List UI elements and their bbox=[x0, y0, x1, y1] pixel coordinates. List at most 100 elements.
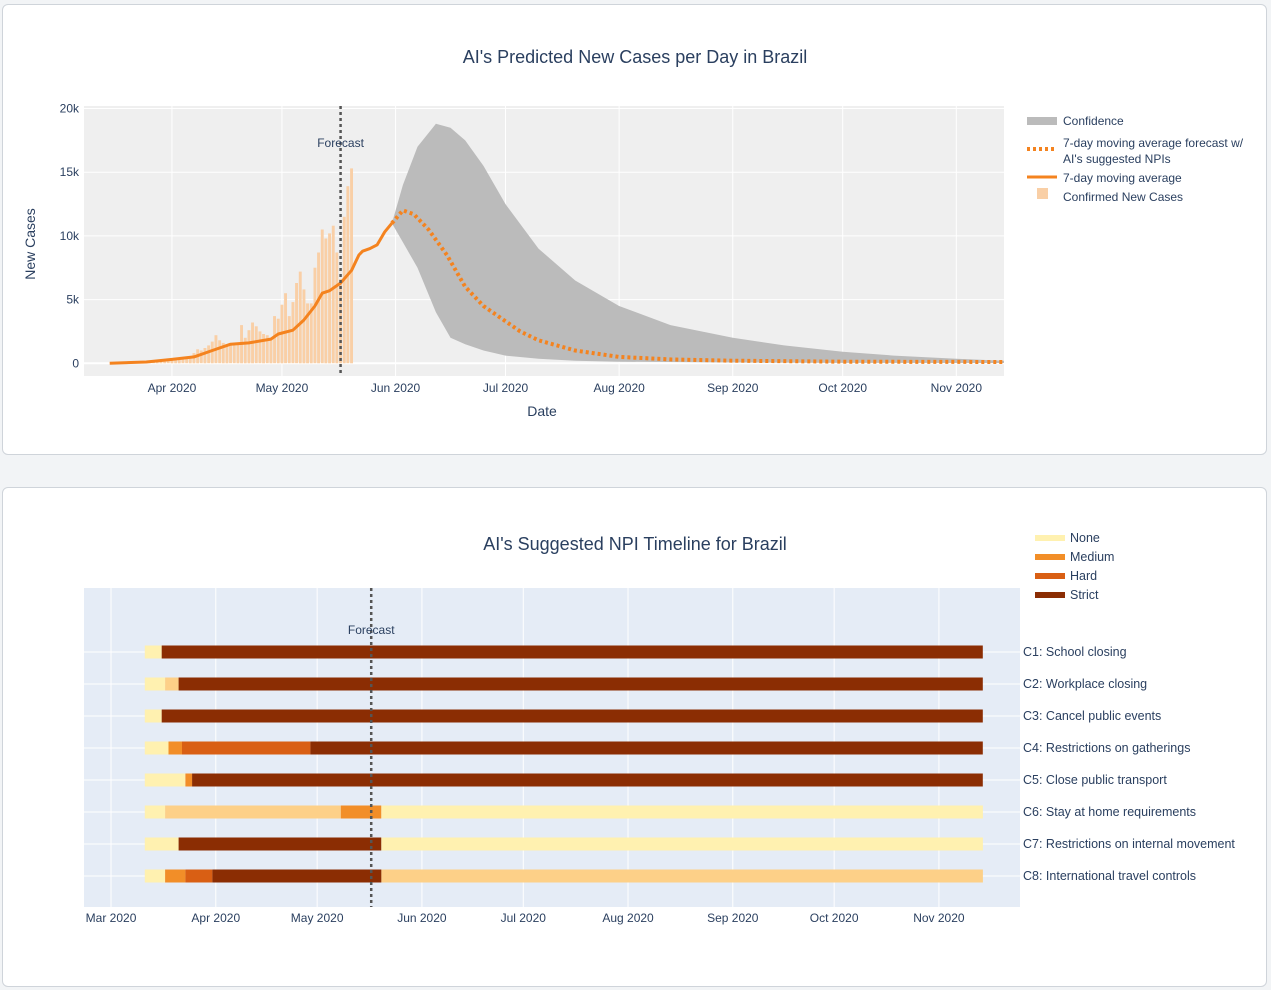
confirmed-cases-bar bbox=[350, 168, 353, 364]
npi-row-label: C2: Workplace closing bbox=[1023, 677, 1147, 691]
y-tick-label: 0 bbox=[72, 356, 79, 370]
confidence-band bbox=[391, 123, 1004, 363]
x-tick-label: Apr 2020 bbox=[148, 381, 197, 395]
confirmed-cases-bar bbox=[320, 229, 324, 364]
confirmed-cases-bar bbox=[166, 360, 170, 364]
npi-segment-none bbox=[144, 773, 186, 787]
confirmed-cases-bar bbox=[199, 350, 203, 364]
confirmed-cases-bar bbox=[342, 216, 346, 364]
npi-row-label: C3: Cancel public events bbox=[1023, 709, 1161, 723]
confirmed-cases-bar bbox=[328, 233, 331, 364]
npi-segment-none bbox=[381, 805, 983, 819]
legend-label: Confidence bbox=[1063, 114, 1124, 128]
x-tick-label: Jul 2020 bbox=[501, 911, 547, 925]
legend-swatch-confirmed bbox=[1037, 188, 1048, 199]
confirmed-cases-bar bbox=[298, 271, 302, 364]
npi-segment-none bbox=[381, 837, 983, 851]
npi-row-label: C1: School closing bbox=[1023, 645, 1127, 659]
npi-row-label: C6: Stay at home requirements bbox=[1023, 805, 1196, 819]
cases-chart[interactable]: 0 5k 10k 15k 20k Apr 2020 May 2020 Jun 2020 Jul … bbox=[3, 5, 1268, 456]
confirmed-cases-bar bbox=[287, 316, 291, 364]
npi-segment-hard bbox=[185, 869, 213, 883]
confirmed-cases-bar bbox=[225, 344, 229, 364]
confirmed-cases-bar bbox=[331, 225, 335, 364]
npi-timeline-card: Mar 2020 Apr 2020 May 2020 Jun 2020 Jul 2020… bbox=[2, 487, 1267, 987]
npi-segment-strict bbox=[161, 709, 983, 723]
confirmed-cases-bar bbox=[163, 361, 167, 364]
confirmed-cases-bar bbox=[185, 358, 189, 364]
forecast-label: Forecast bbox=[317, 136, 364, 150]
confirmed-cases-bar bbox=[269, 337, 273, 364]
x-tick-label: Jun 2020 bbox=[371, 381, 421, 395]
confirmed-cases-bar bbox=[159, 361, 163, 364]
npi-row-label: C7: Restrictions on internal movement bbox=[1023, 837, 1235, 851]
confirmed-cases-bar bbox=[229, 345, 232, 364]
npi-timeline-chart[interactable]: Mar 2020 Apr 2020 May 2020 Jun 2020 Jul 2020… bbox=[3, 488, 1268, 988]
npi-segment-medium bbox=[168, 741, 182, 755]
x-tick-label: Aug 2020 bbox=[602, 911, 654, 925]
chart-title: AI's Predicted New Cases per Day in Braz… bbox=[463, 47, 808, 67]
confirmed-cases-bar bbox=[273, 316, 276, 364]
npi-segment-strict bbox=[178, 677, 983, 691]
npi-row-c6 bbox=[144, 805, 983, 819]
x-tick-label: May 2020 bbox=[256, 381, 309, 395]
legend-label: 7-day moving average forecast w/ bbox=[1063, 136, 1244, 150]
legend-label: Medium bbox=[1070, 550, 1114, 564]
confirmed-cases-bar bbox=[247, 330, 251, 364]
cases-chart-card: 0 5k 10k 15k 20k Apr 2020 May 2020 Jun 2020 Jul … bbox=[2, 4, 1267, 455]
legend-label: Strict bbox=[1070, 588, 1099, 602]
confirmed-cases-bar bbox=[306, 303, 309, 364]
confirmed-cases-bar bbox=[203, 348, 207, 364]
confirmed-cases-bar bbox=[291, 302, 295, 364]
npi-segment-strict bbox=[212, 869, 382, 883]
confirmed-cases-bar bbox=[276, 318, 280, 364]
confirmed-cases-bar bbox=[174, 360, 178, 364]
npi-segment-none bbox=[144, 645, 162, 659]
npi-segment-none bbox=[144, 709, 162, 723]
npi-row-c4 bbox=[144, 741, 983, 755]
legend: None Medium Hard Strict bbox=[1035, 531, 1114, 602]
npi-row-label: C5: Close public transport bbox=[1023, 773, 1167, 787]
confirmed-cases-bar bbox=[262, 334, 265, 364]
y-tick-label: 10k bbox=[60, 229, 80, 243]
x-axis-title: Date bbox=[527, 403, 557, 419]
legend-label: Confirmed New Cases bbox=[1063, 190, 1183, 204]
npi-segment-strict bbox=[192, 773, 983, 787]
npi-segment-hard bbox=[182, 741, 311, 755]
x-tick-label: Jul 2020 bbox=[483, 381, 529, 395]
chart-title: AI's Suggested NPI Timeline for Brazil bbox=[483, 534, 787, 554]
confirmed-cases-bar bbox=[218, 340, 222, 364]
npi-segment-light bbox=[165, 677, 179, 691]
npi-row-label: C4: Restrictions on gatherings bbox=[1023, 741, 1190, 755]
npi-segment-strict bbox=[161, 645, 983, 659]
npi-row-c2 bbox=[144, 677, 983, 691]
x-tick-label: Mar 2020 bbox=[86, 911, 137, 925]
npi-segment-medium bbox=[340, 805, 382, 819]
npi-row-c7 bbox=[144, 837, 983, 851]
confirmed-cases-bar bbox=[335, 252, 339, 364]
confirmed-cases-bar bbox=[317, 252, 320, 364]
x-tick-label: Apr 2020 bbox=[191, 911, 240, 925]
y-tick-label: 20k bbox=[60, 102, 80, 116]
x-tick-label: Nov 2020 bbox=[913, 911, 965, 925]
x-tick-label: Sep 2020 bbox=[707, 911, 759, 925]
forecast-line bbox=[390, 208, 1005, 364]
legend-label: AI's suggested NPIs bbox=[1063, 152, 1171, 166]
npi-segment-strict bbox=[178, 837, 382, 851]
legend-label: 7-day moving average bbox=[1063, 171, 1182, 185]
confirmed-cases-bar bbox=[295, 283, 298, 364]
confirmed-cases-bar bbox=[254, 326, 258, 364]
x-tick-label: Sep 2020 bbox=[707, 381, 759, 395]
confirmed-cases-bar bbox=[324, 238, 328, 364]
npi-segment-light bbox=[165, 805, 341, 819]
x-tick-label: Aug 2020 bbox=[593, 381, 645, 395]
confirmed-cases-bar bbox=[232, 345, 236, 364]
legend-label: None bbox=[1070, 531, 1100, 545]
confirmed-cases-bar bbox=[188, 358, 192, 364]
confirmed-cases-bar bbox=[221, 342, 225, 364]
confirmed-cases-bar bbox=[313, 267, 317, 364]
npi-row-c8 bbox=[144, 869, 983, 883]
npi-row-c1 bbox=[144, 645, 983, 659]
npi-row-c5 bbox=[144, 773, 983, 787]
confirmed-cases-bar bbox=[236, 342, 240, 364]
